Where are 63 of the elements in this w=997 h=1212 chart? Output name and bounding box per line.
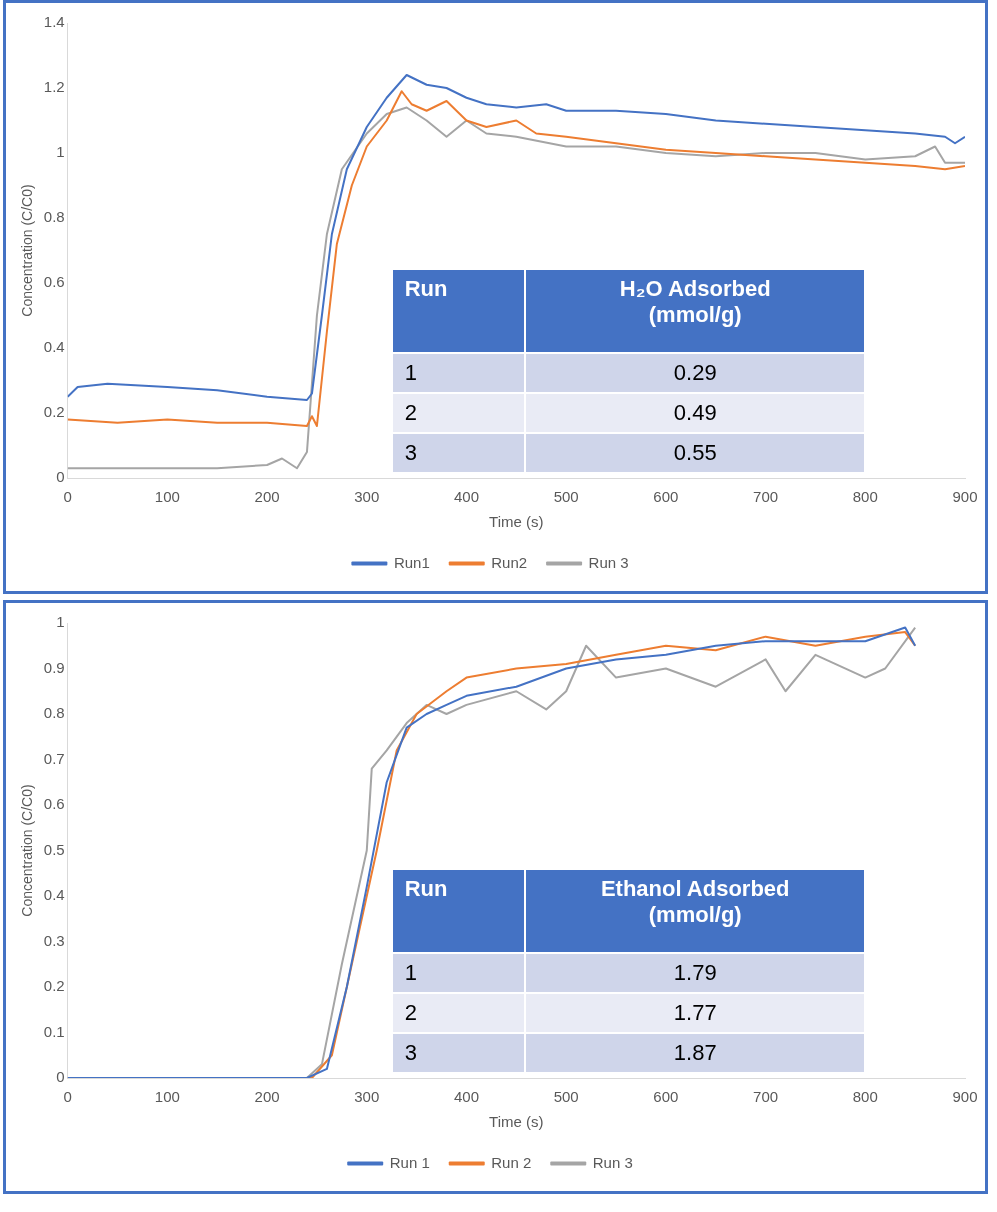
y-tick-label: 1 xyxy=(56,143,65,161)
y-tick-label: 0.6 xyxy=(43,273,65,291)
y-tick-label: 0.6 xyxy=(43,795,65,813)
annotation: Ethanol Adsorbed (mmol/g) xyxy=(526,870,865,952)
y-tick-label: 0.1 xyxy=(43,1022,65,1040)
x-tick-label: 800 xyxy=(852,488,878,506)
annotation: Run xyxy=(392,870,525,952)
annotation: 1.87 xyxy=(526,1034,865,1072)
y-tick-label: 0.4 xyxy=(43,338,65,356)
y-tick-label: 1.4 xyxy=(43,13,65,31)
x-tick-label: 800 xyxy=(852,1088,878,1106)
x-tick-label: 600 xyxy=(653,1088,679,1106)
annotation: H₂O Adsorbed (mmol/g) xyxy=(526,270,865,352)
x-tick-label: 400 xyxy=(453,488,479,506)
annotation: 0.49 xyxy=(526,394,865,432)
x-tick-label: 400 xyxy=(453,1088,479,1106)
y-tick-label: 0 xyxy=(56,468,65,486)
legend-label: Run 1 xyxy=(389,1153,430,1171)
y-tick-label: 0 xyxy=(56,1068,65,1086)
x-tick-label: 300 xyxy=(354,1088,380,1106)
y-axis-title: Concentration (C/C0) xyxy=(19,184,36,317)
x-tick-label: 300 xyxy=(354,488,380,506)
x-tick-label: 200 xyxy=(254,1088,280,1106)
y-axis-title: Concentration (C/C0) xyxy=(19,784,36,917)
annotation: 1 xyxy=(392,354,525,392)
y-tick-label: 1.2 xyxy=(43,78,65,96)
annotation: 3 xyxy=(392,434,525,472)
x-tick-label: 600 xyxy=(653,488,679,506)
x-tick-label: 500 xyxy=(553,488,579,506)
y-tick-label: 0.7 xyxy=(43,749,65,767)
annotation: 1 xyxy=(392,954,525,992)
annotation: 3 xyxy=(392,1034,525,1072)
y-tick-label: 0.8 xyxy=(43,208,65,226)
x-tick-label: 700 xyxy=(753,1088,779,1106)
x-tick-label: 900 xyxy=(952,1088,978,1106)
annotation: 1.77 xyxy=(526,994,865,1032)
y-tick-label: 1 xyxy=(56,613,65,631)
legend-label: Run1 xyxy=(393,553,430,571)
x-tick-label: 700 xyxy=(753,488,779,506)
y-tick-label: 0.9 xyxy=(43,658,65,676)
legend-label: Run 3 xyxy=(588,553,629,571)
y-tick-label: 0.2 xyxy=(43,403,65,421)
legend-label: Run 3 xyxy=(592,1153,633,1171)
y-tick-label: 0.8 xyxy=(43,704,65,722)
annotation: 2 xyxy=(392,394,525,432)
annotation: 2 xyxy=(392,994,525,1032)
legend-label: Run2 xyxy=(491,553,528,571)
x-tick-label: 900 xyxy=(952,488,978,506)
y-tick-label: 0.4 xyxy=(43,886,65,904)
x-tick-label: 100 xyxy=(154,488,180,506)
y-tick-label: 0.3 xyxy=(43,931,65,949)
x-tick-label: 100 xyxy=(154,1088,180,1106)
legend-label: Run 2 xyxy=(491,1153,532,1171)
x-axis-title: Time (s) xyxy=(489,513,544,531)
y-tick-label: 0.2 xyxy=(43,977,65,995)
annotation: Run xyxy=(392,270,525,352)
x-tick-label: 500 xyxy=(553,1088,579,1106)
x-tick-label: 200 xyxy=(254,488,280,506)
annotation: 0.29 xyxy=(526,354,865,392)
x-axis-title: Time (s) xyxy=(489,1113,544,1131)
annotation: 0.55 xyxy=(526,434,865,472)
y-tick-label: 0.5 xyxy=(43,840,65,858)
annotation: 1.79 xyxy=(526,954,865,992)
